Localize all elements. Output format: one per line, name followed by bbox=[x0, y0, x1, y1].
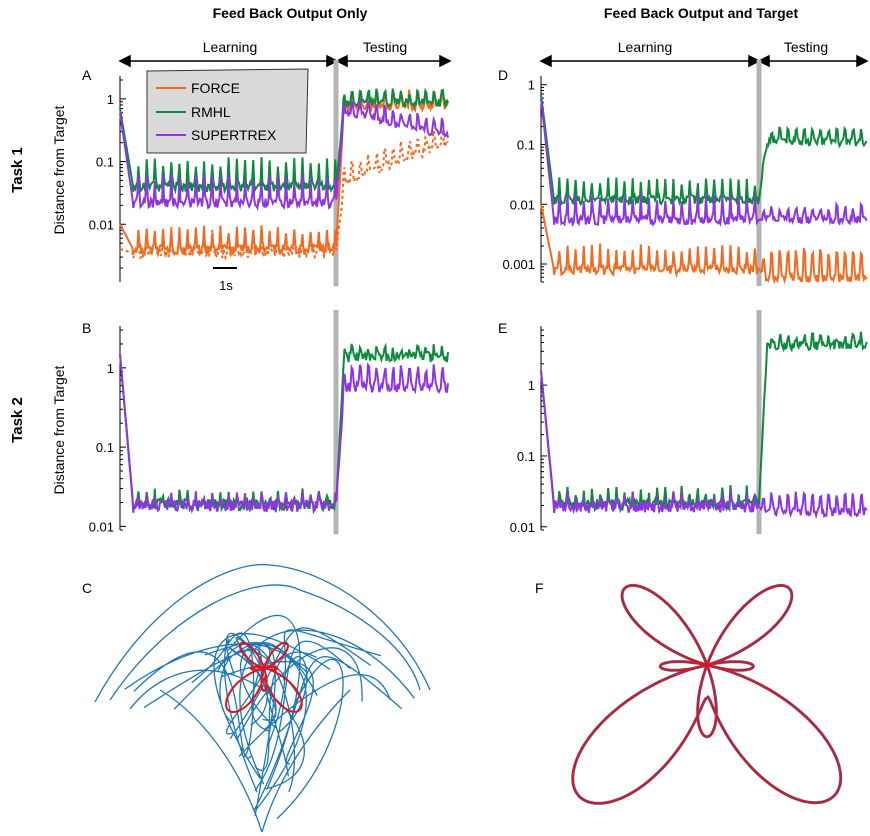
y-tick-label: 0.01 bbox=[510, 520, 535, 535]
y-tick-label: 0.01 bbox=[89, 217, 114, 232]
testing-label-right: Testing bbox=[784, 39, 828, 55]
chart-panel-E: 1 0.1 0.01 bbox=[510, 310, 868, 535]
trajectory-path bbox=[94, 563, 431, 833]
scale-bar-label: 1s bbox=[219, 278, 233, 293]
testing-label-left: Testing bbox=[363, 39, 407, 55]
legend-label-supertrex: SUPERTREX bbox=[191, 127, 277, 143]
series-line-supertrex bbox=[540, 370, 868, 520]
learning-label-left: Learning bbox=[203, 39, 258, 55]
panel-label-A: A bbox=[82, 67, 92, 83]
y-tick-label: 0.1 bbox=[517, 137, 535, 152]
column-title-left: Feed Back Output Only bbox=[213, 5, 368, 21]
panel-label-B: B bbox=[82, 320, 91, 336]
series-line-supertrex bbox=[540, 97, 868, 228]
series-line-rmhl bbox=[119, 87, 449, 195]
target-path bbox=[571, 584, 842, 805]
y-tick-label: 0.01 bbox=[89, 519, 114, 534]
y-tick-label: 0.1 bbox=[96, 440, 114, 455]
chart-panel-C bbox=[94, 563, 431, 833]
chart-panel-A: 1 0.1 0.01 bbox=[89, 60, 449, 286]
legend-label-force: FORCE bbox=[191, 80, 240, 96]
panel-label-C: C bbox=[82, 580, 92, 596]
series-line-rmhl bbox=[119, 342, 449, 513]
chart-panel-B: 1 0.1 0.01 bbox=[89, 310, 449, 534]
column-title-right: Feed Back Output and Target bbox=[604, 5, 799, 21]
y-tick-label: 1 bbox=[107, 92, 114, 107]
series-line-supertrex bbox=[119, 99, 449, 211]
panel-label-F: F bbox=[535, 580, 544, 596]
panel-label-D: D bbox=[498, 67, 508, 83]
y-tick-label: 1 bbox=[107, 361, 114, 376]
chart-panel-F bbox=[571, 583, 843, 805]
y-tick-label: 0.001 bbox=[502, 257, 535, 272]
y-axis-label-A: Distance from Target bbox=[51, 105, 67, 234]
y-tick-label: 0.1 bbox=[96, 155, 114, 170]
y-axis-label-B: Distance from Target bbox=[51, 365, 67, 494]
target-path bbox=[225, 641, 303, 713]
series-line-supertrex bbox=[119, 353, 449, 515]
series-line-rmhl bbox=[540, 331, 868, 514]
phase-arrows-right bbox=[539, 54, 869, 68]
y-tick-label: 0.1 bbox=[517, 449, 535, 464]
y-tick-label: 1 bbox=[528, 78, 535, 93]
legend-label-rmhl: RMHL bbox=[191, 104, 231, 120]
row-title-task1: Task 1 bbox=[9, 147, 26, 193]
phase-arrows-left bbox=[118, 54, 452, 68]
series-line-force bbox=[540, 204, 868, 285]
chart-panel-D: 1 0.1 0.01 0.001 bbox=[502, 60, 868, 286]
row-title-task2: Task 2 bbox=[9, 397, 26, 443]
y-tick-label: 1 bbox=[528, 378, 535, 393]
learning-label-right: Learning bbox=[618, 39, 673, 55]
legend: FORCE RMHL SUPERTREX bbox=[146, 68, 309, 154]
y-tick-label: 0.01 bbox=[510, 197, 535, 212]
panel-label-E: E bbox=[498, 320, 507, 336]
legend-box bbox=[146, 68, 309, 154]
series-line-rmhl bbox=[540, 93, 867, 207]
trajectory-path bbox=[571, 583, 843, 805]
